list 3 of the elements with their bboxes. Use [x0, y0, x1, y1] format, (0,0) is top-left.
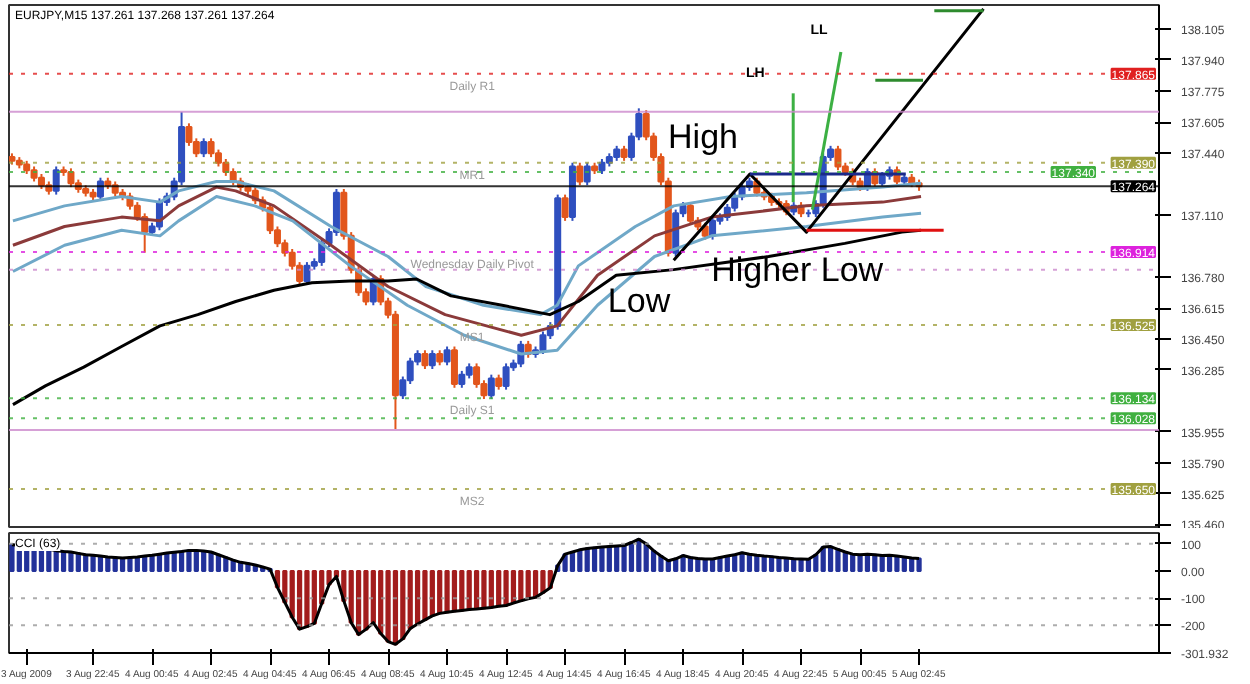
- annotation: Higher Low: [711, 250, 885, 289]
- annotation: Low: [607, 282, 672, 320]
- annotation: High: [668, 118, 738, 156]
